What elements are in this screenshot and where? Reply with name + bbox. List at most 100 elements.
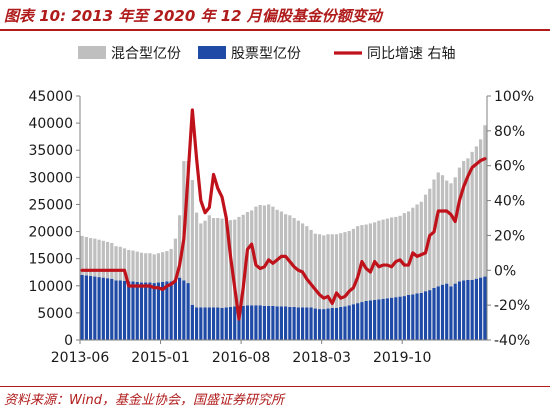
bar-stock [364,300,368,340]
bar-mixed [419,201,423,293]
bar-stock [271,305,275,340]
bar-stock [402,296,406,340]
bar-stock [347,305,351,340]
bar-mixed [114,246,118,281]
bar-mixed [144,253,148,283]
bar-stock [173,279,178,340]
bar-stock [288,306,292,340]
bar-mixed [470,151,474,280]
bar-mixed [156,253,161,283]
y-left-tick-label: 25000 [28,197,73,213]
bar-stock [211,307,216,340]
bar-mixed [326,234,330,309]
bar-mixed [343,232,347,307]
bar-mixed [194,212,199,308]
bar-stock [326,308,330,340]
bar-stock [97,277,101,340]
bar-stock [241,305,245,340]
bar-stock [279,306,283,340]
bar-stock [428,290,432,340]
bar-stock [199,307,203,340]
bar-stock [440,284,445,340]
bar-stock [343,306,347,340]
bar-stock [398,296,402,340]
bar-stock [135,281,139,340]
bar-stock [262,305,267,340]
bar-stock [233,306,237,340]
bar-mixed [101,240,105,278]
bar-stock [406,294,411,340]
y-left-tick-label: 40000 [28,116,73,132]
bar-stock [161,281,165,340]
bar-mixed [322,235,326,310]
footer-divider [0,386,550,387]
legend-label-mixed: 混合型亿份 [111,46,181,62]
bar-mixed [237,216,241,306]
bar-stock [373,299,377,340]
bar-stock [127,281,131,340]
bar-mixed [190,180,194,305]
bar-mixed [203,220,207,308]
bar-stock [474,278,479,340]
bar-stock [284,306,288,340]
bars-group [80,125,487,340]
bar-stock [479,277,483,340]
bar-mixed [462,161,466,281]
bar-stock [178,277,182,340]
bar-stock [101,277,105,340]
y-left-tick-label: 15000 [28,252,73,268]
bar-stock [203,307,207,340]
bar-stock [351,304,356,340]
legend-label-growth: 同比增速 右轴 [367,46,455,62]
bar-stock [330,308,334,340]
y-left-tick-label: 35000 [28,143,73,159]
bar-mixed [466,158,470,280]
bar-stock [377,299,381,340]
bar-mixed [122,248,127,281]
bar-stock [445,283,449,340]
bar-mixed [93,238,97,277]
y-left-tick-label: 5000 [37,306,73,322]
bar-stock [165,281,169,340]
bar-mixed [224,218,228,308]
x-tick-label: 2018-03 [292,350,351,366]
bar-mixed [152,254,156,284]
bar-mixed [385,218,389,299]
bar-stock [466,279,470,340]
bar-stock [194,307,199,340]
bar-stock [356,303,360,340]
bar-mixed [139,252,144,283]
y-right-tick-label: 60% [494,159,525,175]
bar-stock [462,280,466,340]
bar-stock [267,305,271,340]
bar-mixed [436,172,440,287]
y-left-tick-label: 10000 [28,279,73,295]
bar-stock [436,286,440,340]
bar-stock [309,307,313,340]
bar-mixed [377,220,381,300]
bar-stock [313,308,317,340]
bar-stock [423,291,428,340]
bar-stock [339,306,343,340]
bar-mixed [398,215,402,297]
bar-mixed [80,235,84,275]
chart-header: 图表 10: 2013 年至 2020 年 12 月偏股基金份额变动 [0,0,550,31]
bar-stock [275,306,279,340]
bar-mixed [207,215,211,308]
bar-mixed [211,218,216,308]
bar-mixed [173,238,178,280]
bar-mixed [241,214,245,306]
bar-mixed [250,210,254,306]
bar-mixed [97,239,101,278]
bar-stock [394,297,398,340]
bar-stock [449,286,453,340]
y-left-tick-label: 0 [64,333,73,349]
bar-stock [415,293,419,340]
bar-stock [334,308,339,340]
y-right-tick-label: 80% [494,124,525,140]
bar-stock [220,308,224,340]
bar-mixed [402,213,406,297]
bar-stock [131,281,135,340]
y-right-tick-label: 0% [494,263,516,279]
bar-stock [296,307,300,340]
